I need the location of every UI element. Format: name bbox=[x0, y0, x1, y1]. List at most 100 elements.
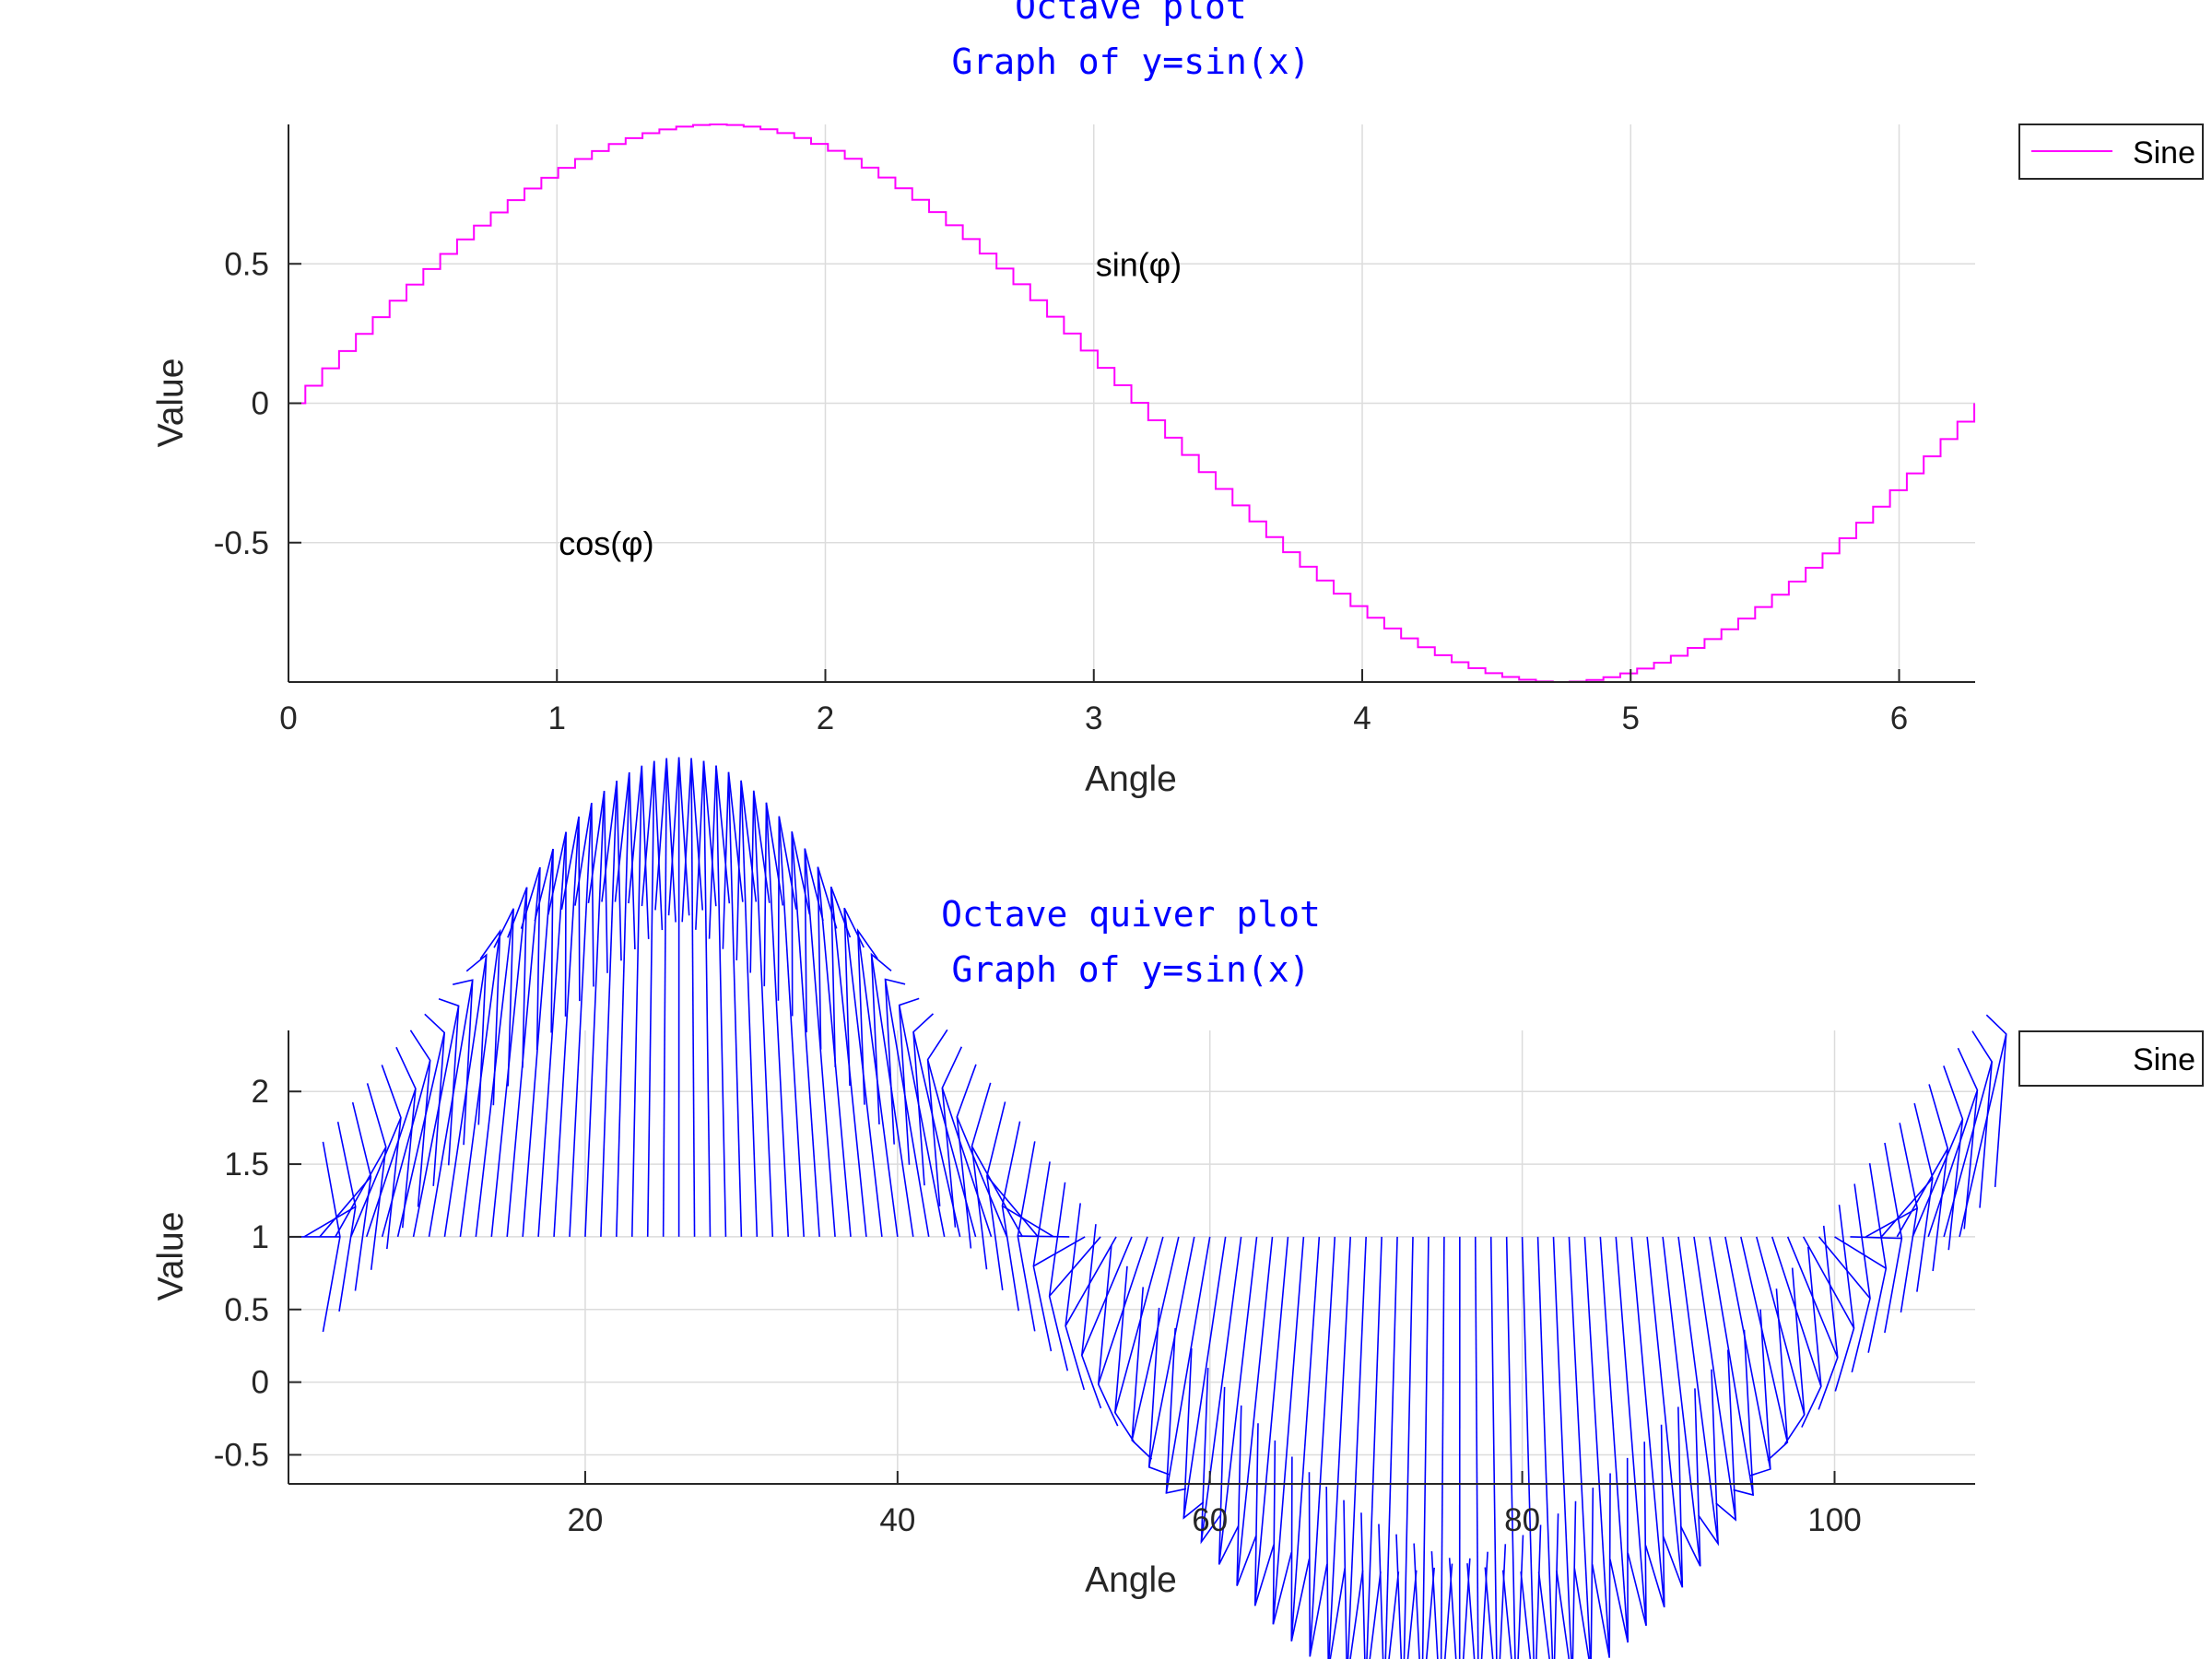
quiver-head bbox=[507, 887, 528, 1068]
quiver-head bbox=[1733, 1329, 1754, 1497]
quiver-head bbox=[628, 765, 650, 939]
quiver-arrow bbox=[600, 781, 622, 1237]
quiver-shaft bbox=[884, 979, 930, 1238]
quiver-shaft bbox=[791, 831, 820, 1237]
quiver-shaft bbox=[971, 1146, 1024, 1238]
quiver-shaft bbox=[1272, 1236, 1305, 1625]
bottom-chart-y-axis-label: Value bbox=[151, 1212, 191, 1301]
quiver-shaft bbox=[1912, 1118, 1964, 1238]
quiver-head bbox=[1591, 1473, 1611, 1658]
quiver-shaft bbox=[1583, 1236, 1610, 1658]
y-tick-label: 0 bbox=[252, 386, 269, 422]
quiver-head bbox=[804, 848, 824, 1033]
quiver-arrow bbox=[804, 848, 836, 1237]
quiver-arrow bbox=[641, 760, 664, 1237]
quiver-head bbox=[1048, 1182, 1069, 1371]
quiver-arrow bbox=[1290, 1236, 1321, 1641]
quiver-head bbox=[1943, 1065, 1964, 1251]
x-tick-label: 80 bbox=[1504, 1502, 1540, 1538]
quiver-head bbox=[424, 1013, 446, 1186]
quiver-arrow bbox=[1182, 1236, 1227, 1520]
quiver-arrow bbox=[1583, 1236, 1611, 1658]
quiver-head bbox=[1236, 1405, 1257, 1586]
quiver-shaft bbox=[630, 765, 643, 1237]
quiver-arrow bbox=[941, 1046, 993, 1238]
quiver-shaft bbox=[569, 803, 593, 1237]
quiver-head bbox=[520, 866, 541, 1051]
quiver-head bbox=[322, 1141, 341, 1333]
quiver-arrow bbox=[1850, 1142, 1903, 1334]
quiver-arrow bbox=[1552, 1236, 1577, 1659]
quiver-shaft bbox=[1740, 1236, 1789, 1443]
quiver-arrow bbox=[763, 802, 790, 1237]
quiver-head bbox=[601, 781, 622, 961]
quiver-arrow bbox=[1001, 1121, 1054, 1312]
quiver-shaft bbox=[1366, 1236, 1382, 1659]
quiver-head bbox=[763, 802, 784, 987]
quiver-shaft bbox=[1200, 1236, 1242, 1542]
quiver-shaft bbox=[428, 980, 474, 1238]
quiver-arrow bbox=[1880, 1102, 1934, 1292]
quiver-shaft bbox=[1943, 1061, 1993, 1238]
quiver-shaft bbox=[1290, 1236, 1321, 1641]
quiver-head bbox=[749, 790, 771, 973]
quiver-shaft bbox=[1646, 1236, 1684, 1588]
quiver-arrow bbox=[1536, 1236, 1559, 1659]
quiver-arrow bbox=[1756, 1236, 1806, 1445]
quiver-shaft bbox=[1421, 1236, 1430, 1659]
quiver-arrow bbox=[1272, 1236, 1305, 1625]
quiver-head bbox=[1114, 1265, 1135, 1443]
quiver-arrow bbox=[443, 953, 488, 1238]
quiver-head bbox=[1698, 1369, 1719, 1547]
quiver-head bbox=[1884, 1142, 1903, 1334]
quiver-arrow bbox=[1520, 1236, 1542, 1659]
quiver-head bbox=[1272, 1440, 1293, 1625]
quiver-shaft bbox=[443, 955, 488, 1238]
quiver-head bbox=[1131, 1287, 1153, 1460]
quiver-shaft bbox=[1347, 1236, 1367, 1659]
quiver-head bbox=[1834, 1205, 1855, 1392]
quiver-shaft bbox=[475, 908, 514, 1238]
quiver-arrow bbox=[1048, 1182, 1101, 1371]
quiver-head bbox=[1343, 1500, 1364, 1659]
x-tick-label: 6 bbox=[1890, 700, 1908, 736]
quiver-shaft bbox=[537, 831, 567, 1237]
quiver-arrow bbox=[1943, 1030, 1993, 1238]
quiver-shaft bbox=[1709, 1236, 1754, 1496]
quiver-shaft bbox=[506, 867, 541, 1237]
quiver-shaft bbox=[1505, 1236, 1516, 1659]
quiver-arrow bbox=[1818, 1183, 1871, 1373]
quiver-shaft bbox=[1218, 1236, 1258, 1565]
quiver-shaft bbox=[1615, 1236, 1647, 1626]
quiver-head bbox=[1218, 1386, 1240, 1565]
quiver-shaft bbox=[381, 1060, 431, 1238]
quiver-shaft bbox=[1065, 1236, 1117, 1326]
quiver-arrow bbox=[735, 780, 759, 1237]
quiver-shaft bbox=[1630, 1236, 1665, 1607]
quiver-shaft bbox=[727, 771, 743, 1237]
quiver-shaft bbox=[1818, 1236, 1871, 1300]
quiver-shaft bbox=[702, 760, 712, 1237]
quiver-arrow bbox=[708, 765, 731, 1237]
quiver-head bbox=[1430, 1551, 1453, 1659]
quiver-head bbox=[1147, 1307, 1170, 1476]
quiver-shaft bbox=[646, 760, 655, 1237]
quiver-head bbox=[1957, 1047, 1979, 1230]
quiver-shaft bbox=[1927, 1089, 1979, 1238]
quiver-head bbox=[1801, 1246, 1822, 1428]
quiver-shaft bbox=[1147, 1236, 1195, 1467]
quiver-arrow bbox=[1325, 1236, 1352, 1659]
quiver-head bbox=[735, 780, 758, 960]
quiver-arrow bbox=[1065, 1203, 1117, 1391]
quiver-head bbox=[1573, 1488, 1594, 1659]
quiver-arrow bbox=[1466, 1236, 1488, 1659]
quiver-shaft bbox=[715, 765, 727, 1237]
y-tick-label: 0.5 bbox=[224, 1292, 269, 1328]
quiver-arrow bbox=[870, 952, 914, 1238]
bottom-chart-axes bbox=[288, 1030, 1975, 1485]
top-chart-x-axis-label: Angle bbox=[1085, 759, 1177, 799]
quiver-head bbox=[366, 1083, 387, 1270]
quiver-arrow bbox=[350, 1065, 402, 1250]
x-tick-label: 20 bbox=[567, 1502, 603, 1538]
bottom-chart-y-ticks: -0.5 0 0.5 1 1.5 2 bbox=[214, 1074, 301, 1473]
